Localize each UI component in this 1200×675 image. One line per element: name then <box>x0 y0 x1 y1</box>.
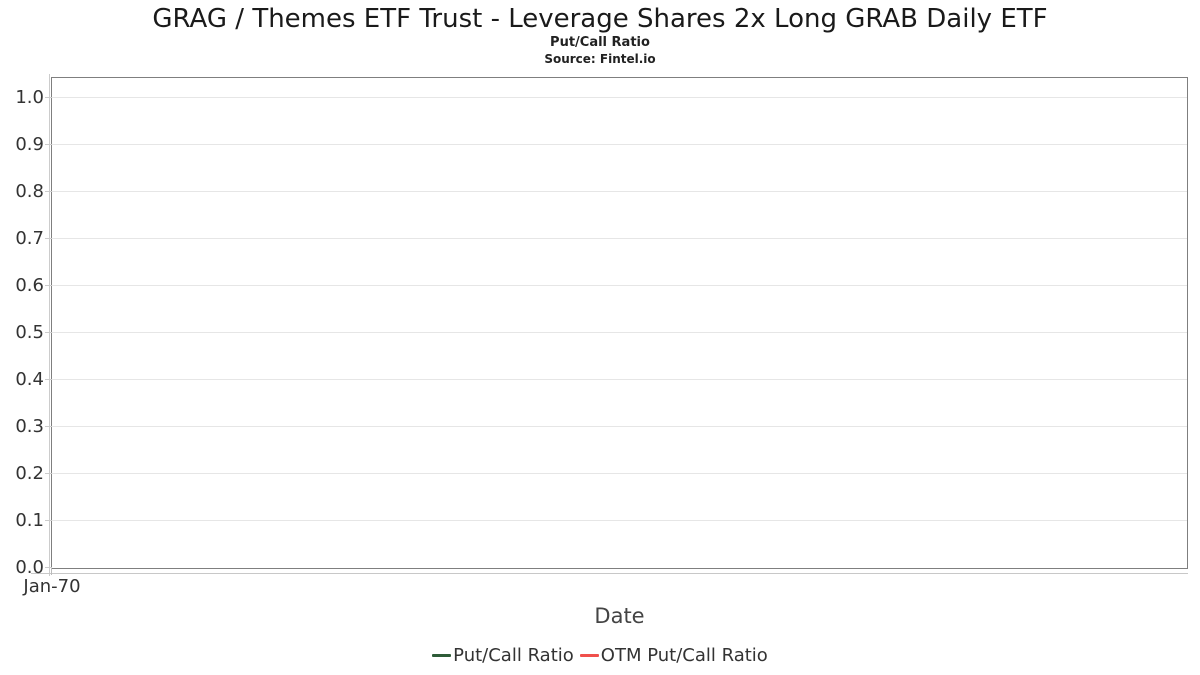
legend-line-swatch-icon <box>579 654 599 657</box>
gridline <box>52 97 1187 98</box>
y-tick-mark <box>45 473 52 474</box>
chart-subtitle: Put/Call Ratio <box>550 35 650 50</box>
gridline <box>52 285 1187 286</box>
gridline <box>52 473 1187 474</box>
legend-line-swatch-icon <box>432 654 452 657</box>
y-tick-label: 0.0 <box>15 557 44 578</box>
gridline <box>52 144 1187 145</box>
legend-label: Put/Call Ratio <box>453 645 574 666</box>
x-tick-label: Jan-70 <box>23 576 81 597</box>
y-tick-mark <box>45 426 52 427</box>
gridline <box>52 332 1187 333</box>
y-tick-label: 0.3 <box>15 416 44 437</box>
y-tick-mark <box>45 238 52 239</box>
y-tick-mark <box>45 144 52 145</box>
chart-source-credit: Source: Fintel.io <box>544 52 656 66</box>
plot-area: Jan-70 Date 0.0 0.1 0.2 0.3 0.4 0.5 0.6 0.7 0.8 0… <box>15 74 1188 628</box>
x-axis-title: Date <box>594 604 645 628</box>
y-tick-mark <box>45 332 52 333</box>
y-axis-line <box>49 74 50 576</box>
gridline <box>52 520 1187 521</box>
y-tick-mark <box>45 567 52 568</box>
y-tick-mark <box>45 191 52 192</box>
y-tick-label: 1.0 <box>15 87 44 108</box>
y-tick-mark <box>45 97 52 98</box>
gridline <box>52 191 1187 192</box>
y-tick-label: 0.2 <box>15 463 44 484</box>
y-tick-mark <box>45 285 52 286</box>
y-tick-mark <box>45 379 52 380</box>
y-tick-label: 0.1 <box>15 510 44 531</box>
y-tick-label: 0.7 <box>15 228 44 249</box>
gridline <box>52 426 1187 427</box>
gridline <box>52 238 1187 239</box>
chart-title: GRAG / Themes ETF Trust - Leverage Share… <box>152 4 1048 34</box>
legend-label: OTM Put/Call Ratio <box>600 645 768 666</box>
y-tick-mark <box>45 520 52 521</box>
x-axis-line <box>31 573 1188 574</box>
y-tick-label: 0.9 <box>15 134 44 155</box>
y-tick-label: 0.8 <box>15 181 44 202</box>
y-tick-label: 0.4 <box>15 369 44 390</box>
y-tick-label: 0.6 <box>15 275 44 296</box>
y-tick-label: 0.5 <box>15 322 44 343</box>
legend-item[interactable]: OTM Put/Call Ratio <box>579 645 768 666</box>
legend: Put/Call Ratio OTM Put/Call Ratio <box>0 645 1200 666</box>
x-tick-mark <box>51 568 52 575</box>
gridline <box>52 379 1187 380</box>
legend-item[interactable]: Put/Call Ratio <box>432 645 574 666</box>
